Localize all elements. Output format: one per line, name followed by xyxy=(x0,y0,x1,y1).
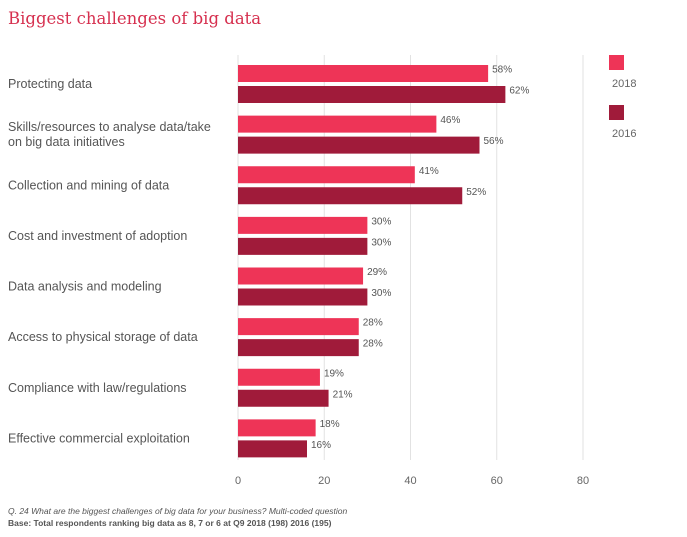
bar-2016 xyxy=(238,339,359,357)
data-label: 18% xyxy=(320,419,340,430)
x-tick-label: 0 xyxy=(235,475,241,487)
bar-2016 xyxy=(238,187,463,205)
data-label: 62% xyxy=(509,86,529,97)
bar-2018 xyxy=(238,65,489,82)
legend-label: 2018 xyxy=(612,78,636,90)
bar-2018 xyxy=(238,267,364,285)
x-tick-label: 20 xyxy=(318,475,330,487)
bar-2018 xyxy=(238,368,320,386)
category-label: Compliance with law/regulations xyxy=(8,381,187,395)
category-label: Skills/resources to analyse data/take xyxy=(8,120,211,134)
data-label: 58% xyxy=(492,65,512,76)
category-label: on big data initiatives xyxy=(8,135,125,149)
legend-swatch-2016 xyxy=(609,105,624,120)
bar-2016 xyxy=(238,389,329,407)
bar-2016 xyxy=(238,136,480,154)
data-label: 28% xyxy=(363,318,383,329)
data-label: 21% xyxy=(333,389,353,400)
category-label: Collection and mining of data xyxy=(8,178,169,192)
category-label: Data analysis and modeling xyxy=(8,280,162,294)
legend-swatch-2018 xyxy=(609,55,624,70)
category-label: Cost and investment of adoption xyxy=(8,229,187,243)
data-label: 30% xyxy=(371,216,391,227)
legend: 2018 2016 xyxy=(609,55,636,140)
data-label: 41% xyxy=(419,166,439,177)
bar-2018 xyxy=(238,419,316,437)
bar-2018 xyxy=(238,115,437,133)
data-label: 30% xyxy=(371,288,391,299)
x-tick-label: 40 xyxy=(404,475,416,487)
category-label: Access to physical storage of data xyxy=(8,330,198,344)
bars xyxy=(238,65,506,458)
bar-2018 xyxy=(238,318,359,336)
bar-2016 xyxy=(238,288,368,306)
category-label: Protecting data xyxy=(8,77,92,91)
data-label: 56% xyxy=(484,136,504,147)
legend-label: 2016 xyxy=(612,128,636,140)
footnote-question: Q. 24 What are the biggest challenges of… xyxy=(8,506,348,516)
data-label: 52% xyxy=(466,187,486,198)
data-label: 30% xyxy=(371,237,391,248)
category-label: Effective commercial exploitation xyxy=(8,431,190,445)
x-tick-label: 80 xyxy=(577,475,589,487)
x-tick-label: 60 xyxy=(491,475,503,487)
bar-2016 xyxy=(238,440,307,458)
data-label: 29% xyxy=(367,267,387,278)
data-label: 16% xyxy=(311,440,331,451)
data-label: 19% xyxy=(324,368,344,379)
labels: 0 20 40 60 80 Protecting data 58% 62% Skills/res… xyxy=(8,65,589,488)
footnote-base: Base: Total respondents ranking big data… xyxy=(8,518,332,528)
chart-title: Biggest challenges of big data xyxy=(8,9,262,28)
bar-2018 xyxy=(238,166,415,184)
data-label: 46% xyxy=(440,115,460,126)
bar-2018 xyxy=(238,216,368,234)
data-label: 28% xyxy=(363,339,383,350)
bar-2016 xyxy=(238,237,368,255)
bar-2016 xyxy=(238,86,506,103)
